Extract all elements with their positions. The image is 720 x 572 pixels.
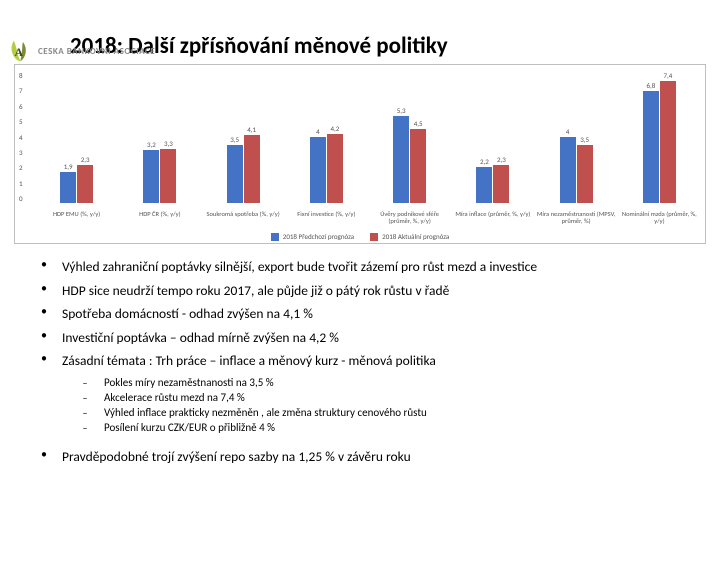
- page-title: 2018: Další zpřísňování měnové politiky: [70, 32, 720, 60]
- legend-item: 2018 Předchozí prognóza: [271, 232, 354, 241]
- sub-bullet-text: Akcelerace růstu mezd na 7,4 %: [104, 391, 245, 404]
- sub-bullet-text: Posílení kurzu CZK/EUR o přibližně 4 %: [104, 421, 275, 434]
- bar: 5,3: [393, 116, 409, 203]
- bullet-text: Pravděpodobné trojí zvýšení repo sazby n…: [62, 448, 411, 466]
- chart-plot: 1,92,33,23,33,54,144,25,34,52,22,343,56,…: [35, 71, 701, 203]
- bar: 2,2: [476, 167, 492, 203]
- bar-group: 5,34,5: [368, 71, 451, 203]
- bar-group: 44,2: [285, 71, 368, 203]
- bar-value-label: 1,9: [64, 162, 73, 171]
- bullets-last: • Pravděpodobné trojí zvýšení repo sazby …: [40, 448, 680, 466]
- bullet-text: Výhled zahraniční poptávky silnější, exp…: [62, 258, 537, 276]
- bar-value-label: 4,5: [414, 119, 423, 128]
- bar: 3,3: [160, 149, 176, 203]
- forecast-chart: 012345678 1,92,33,23,33,54,144,25,34,52,…: [14, 64, 706, 244]
- sub-bullet-mark-icon: –: [80, 391, 90, 404]
- bullets-sub: – Pokles míry nezaměstnanosti na 3,5 % – Ak…: [80, 376, 720, 434]
- bar-value-label: 4,1: [247, 125, 256, 134]
- bar: 3,2: [143, 150, 159, 203]
- legend-item: 2018 Aktuální prognóza: [370, 232, 449, 241]
- bar-value-label: 3,5: [230, 135, 239, 144]
- category-label: Nominální mzda (průměr, %, y/y): [618, 211, 701, 225]
- legend-swatch-icon: [271, 233, 279, 241]
- category-label: Soukromá spotřeba (%, y/y): [202, 211, 285, 225]
- bar-value-label: 3,3: [164, 139, 173, 148]
- bullet-item: • Výhled zahraniční poptávky silnější, ex…: [40, 258, 680, 276]
- bullet-item: • Investiční poptávka – odhad mírně zvýše…: [40, 329, 680, 347]
- bullet-text: Spotřeba domácností - odhad zvýšen na 4,…: [62, 305, 313, 323]
- bar-group: 2,22,3: [451, 71, 534, 203]
- legend-label: 2018 Aktuální prognóza: [382, 232, 449, 241]
- bar-group: 3,23,3: [118, 71, 201, 203]
- bar-value-label: 4: [566, 127, 570, 136]
- bar-value-label: 6,8: [646, 81, 655, 90]
- sub-bullet-text: Výhled inflace prakticky nezměněn , ale …: [104, 406, 427, 419]
- bar: 1,9: [60, 172, 76, 203]
- bar-value-label: 4,2: [330, 124, 339, 133]
- logo-text: CESKA BANKOVNI ASOCIACE: [38, 46, 155, 57]
- bullets-main: • Výhled zahraniční poptávky silnější, ex…: [40, 258, 680, 370]
- bullet-mark-icon: •: [40, 352, 48, 370]
- bar: 7,4: [660, 81, 676, 203]
- bar-value-label: 3,5: [580, 135, 589, 144]
- sub-bullet-mark-icon: –: [80, 421, 90, 434]
- bar-value-label: 5,3: [397, 106, 406, 115]
- sub-bullet-item: – Pokles míry nezaměstnanosti na 3,5 %: [80, 376, 720, 389]
- svg-text:A: A: [14, 46, 23, 59]
- bar: 4,1: [244, 135, 260, 203]
- bar-group: 43,5: [535, 71, 618, 203]
- bar: 6,8: [643, 91, 659, 203]
- bullet-text: Investiční poptávka – odhad mírně zvýšen…: [62, 329, 339, 347]
- bar-value-label: 2,2: [480, 157, 489, 166]
- bullet-mark-icon: •: [40, 305, 48, 323]
- bar-value-label: 7,4: [663, 71, 672, 80]
- bar: 4: [560, 137, 576, 203]
- bullet-item: • Zásadní témata : Trh práce – inflace a …: [40, 352, 680, 370]
- category-label: HDP EMU (%, y/y): [35, 211, 118, 225]
- bar: 3,5: [227, 145, 243, 203]
- y-axis: 012345678: [19, 71, 33, 203]
- category-label: Úvěry podnikové sféře (průměr, %, y/y): [368, 211, 451, 225]
- bar: 4,5: [410, 129, 426, 203]
- category-label: Fixní investice (%, y/y): [285, 211, 368, 225]
- bullet-item: • Spotřeba domácností - odhad zvýšen na 4…: [40, 305, 680, 323]
- bar-group: 3,54,1: [202, 71, 285, 203]
- sub-bullet-item: – Posílení kurzu CZK/EUR o přibližně 4 %: [80, 421, 720, 434]
- sub-bullet-text: Pokles míry nezaměstnanosti na 3,5 %: [104, 376, 274, 389]
- bar-value-label: 2,3: [81, 155, 90, 164]
- bullet-item: • HDP sice neudrží tempo roku 2017, ale p…: [40, 282, 680, 300]
- bar-group: 6,87,4: [618, 71, 701, 203]
- legend-label: 2018 Předchozí prognóza: [283, 232, 354, 241]
- bar: 2,3: [493, 165, 509, 203]
- category-label: HDP ČR (%, y/y): [118, 211, 201, 225]
- bar-value-label: 4: [316, 127, 320, 136]
- chart-legend: 2018 Předchozí prognóza 2018 Aktuální pr…: [15, 232, 705, 241]
- bullet-text: Zásadní témata : Trh práce – inflace a m…: [62, 352, 436, 370]
- bar-group: 1,92,3: [35, 71, 118, 203]
- category-label: Míra nezaměstnanosti (MPSV, průměr, %): [535, 211, 618, 225]
- bar: 4: [310, 137, 326, 203]
- logo-icon: A: [6, 38, 32, 64]
- legend-swatch-icon: [370, 233, 378, 241]
- sub-bullet-item: – Výhled inflace prakticky nezměněn , ale…: [80, 406, 720, 419]
- sub-bullet-mark-icon: –: [80, 406, 90, 419]
- bullet-text: HDP sice neudrží tempo roku 2017, ale pů…: [62, 282, 449, 300]
- logo: A CESKA BANKOVNI ASOCIACE: [6, 38, 155, 64]
- bullet-item: • Pravděpodobné trojí zvýšení repo sazby …: [40, 448, 680, 466]
- bullet-mark-icon: •: [40, 258, 48, 276]
- bar-value-label: 3,2: [147, 140, 156, 149]
- bar: 4,2: [327, 134, 343, 203]
- sub-bullet-mark-icon: –: [80, 376, 90, 389]
- bullet-mark-icon: •: [40, 448, 48, 466]
- bar: 3,5: [577, 145, 593, 203]
- category-label: Míra inflace (průměr, %, y/y): [451, 211, 534, 225]
- bullet-mark-icon: •: [40, 329, 48, 347]
- bar: 2,3: [77, 165, 93, 203]
- bullet-mark-icon: •: [40, 282, 48, 300]
- bar-value-label: 2,3: [497, 155, 506, 164]
- category-labels: HDP EMU (%, y/y)HDP ČR (%, y/y)Soukromá …: [35, 211, 701, 225]
- sub-bullet-item: – Akcelerace růstu mezd na 7,4 %: [80, 391, 720, 404]
